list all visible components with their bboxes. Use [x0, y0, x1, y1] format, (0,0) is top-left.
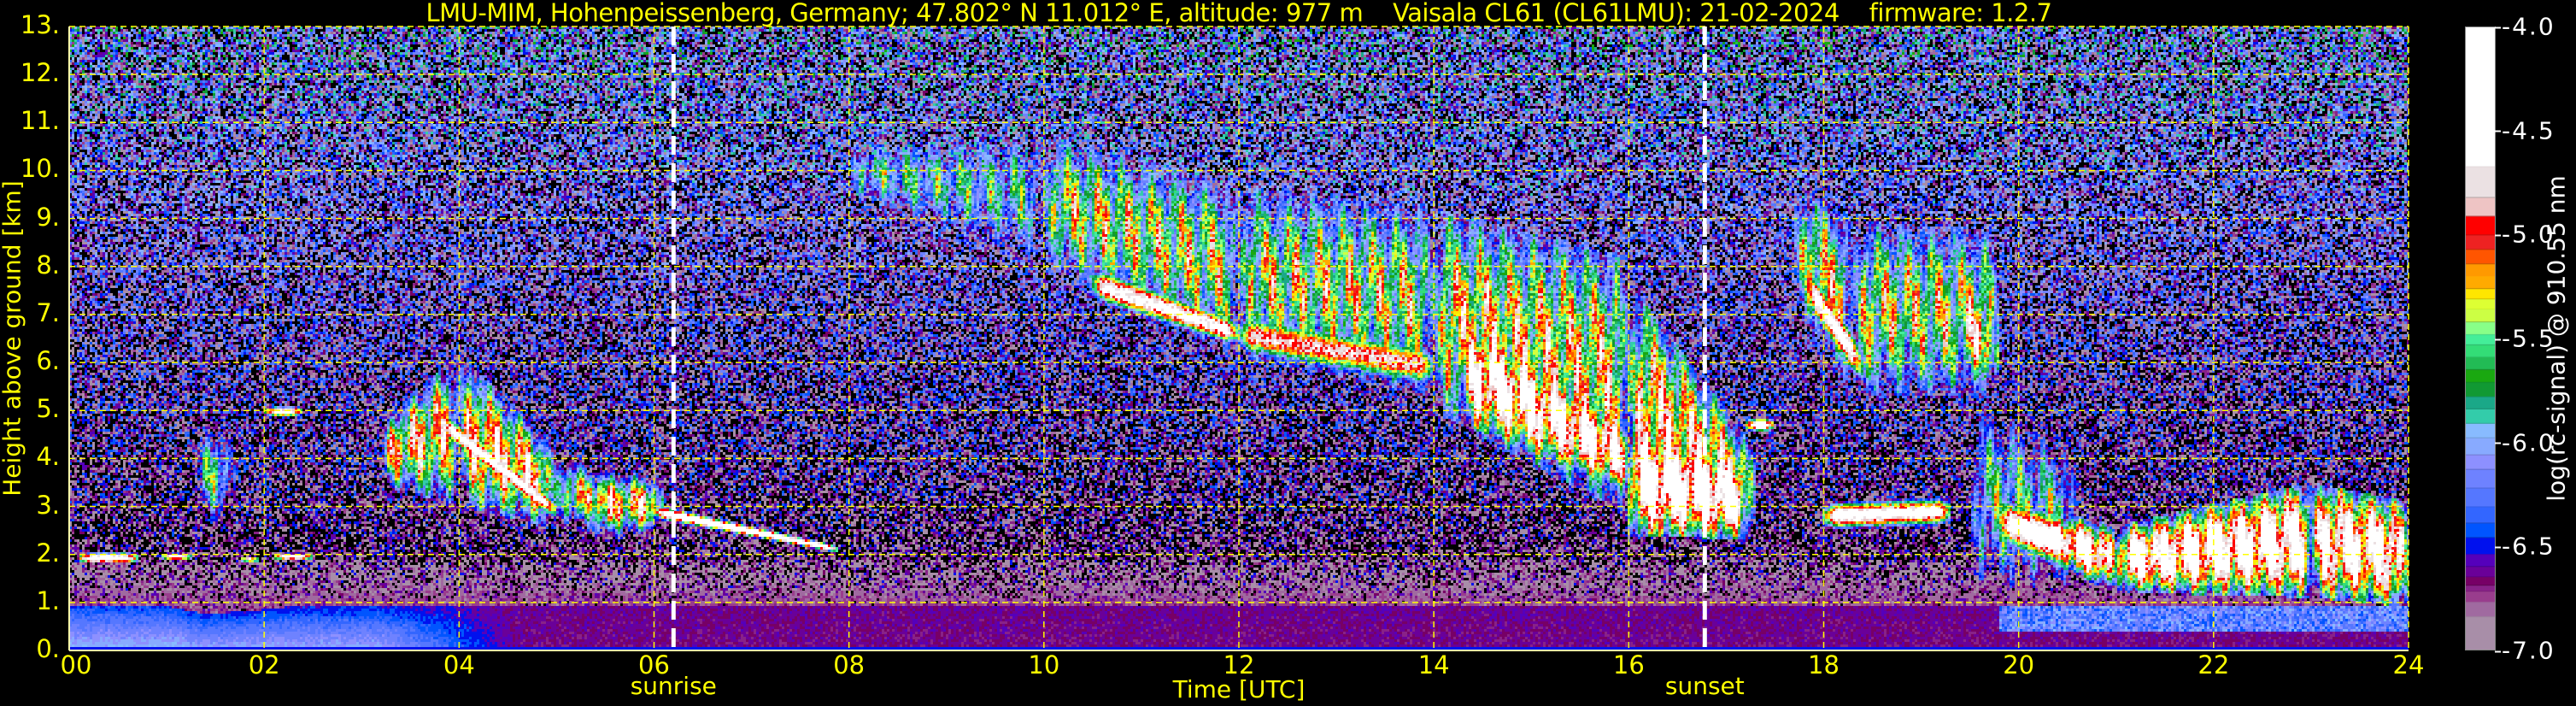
y-axis-label: Height above ground [km] — [0, 180, 26, 497]
y-tick-label: 9. — [36, 202, 60, 232]
sunset-label: sunset — [1664, 672, 1745, 700]
y-tick-label: 7. — [36, 297, 60, 327]
y-tick-label: 8. — [36, 250, 60, 279]
x-tick-label: 18 — [1808, 650, 1840, 680]
y-tick-label: 0. — [36, 634, 60, 663]
colorbar-tick-label: -4.5 — [2495, 116, 2555, 145]
sunrise-label: sunrise — [630, 672, 717, 700]
y-tick-label: 6. — [36, 346, 60, 376]
y-tick-label: 4. — [36, 442, 60, 472]
x-tick-label: 06 — [638, 650, 670, 680]
colorbar-label: log(rc-signal) @ 910.55 nm — [2542, 175, 2571, 502]
chart-title: LMU-MIM, Hohenpeissenberg, Germany; 47.8… — [425, 0, 2053, 27]
x-tick-label: 24 — [2392, 650, 2425, 680]
plot-area — [68, 26, 2409, 651]
y-tick-label: 3. — [36, 490, 60, 520]
x-axis-label: Time [UTC] — [1172, 675, 1306, 703]
x-tick-label: 10 — [1028, 650, 1060, 680]
x-tick-label: 08 — [833, 650, 866, 680]
x-tick-label: 02 — [248, 650, 280, 680]
x-tick-label: 16 — [1612, 650, 1645, 680]
y-tick-label: 2. — [36, 538, 60, 568]
y-tick-label: 10. — [20, 154, 60, 184]
colorbar — [2465, 26, 2496, 650]
colorbar-tick-label: -4.0 — [2495, 12, 2555, 41]
x-tick-label: 12 — [1223, 650, 1255, 680]
colorbar-tick-label: -6.0 — [2495, 428, 2555, 457]
x-tick-label: 00 — [60, 650, 92, 680]
colorbar-tick-label: -7.0 — [2495, 636, 2555, 665]
colorbar-tick-label: -6.5 — [2495, 532, 2555, 561]
y-tick-label: 1. — [36, 585, 60, 615]
colorbar-tick-label: -5.0 — [2495, 220, 2555, 249]
grid-overlay — [68, 26, 2409, 651]
y-tick-label: 13. — [20, 10, 60, 39]
y-tick-label: 11. — [20, 106, 60, 136]
x-tick-label: 14 — [1417, 650, 1450, 680]
y-tick-label: 5. — [36, 394, 60, 424]
colorbar-tick-label: -5.5 — [2495, 324, 2555, 353]
y-tick-label: 12. — [20, 58, 60, 88]
x-tick-label: 22 — [2198, 650, 2230, 680]
x-tick-label: 04 — [443, 650, 475, 680]
x-tick-label: 20 — [2003, 650, 2035, 680]
